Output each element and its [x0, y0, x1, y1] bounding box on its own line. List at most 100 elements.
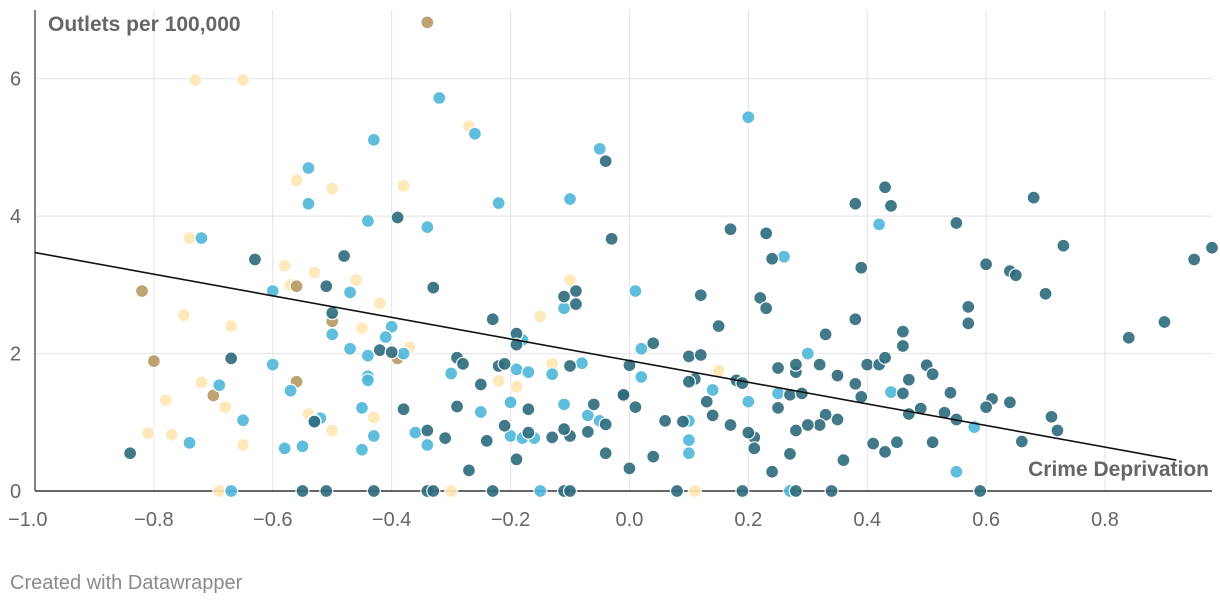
data-point — [866, 436, 881, 451]
data-point — [848, 312, 863, 327]
data-point — [895, 338, 911, 354]
data-point — [479, 433, 494, 448]
data-point — [961, 299, 976, 314]
data-point — [562, 358, 578, 374]
data-point — [360, 348, 376, 363]
data-point — [146, 353, 162, 369]
data-point — [319, 279, 334, 294]
data-point — [224, 318, 239, 334]
data-point — [598, 446, 613, 461]
data-point — [830, 368, 845, 383]
data-point — [182, 230, 197, 246]
data-point — [871, 217, 887, 232]
x-tick-label: −0.2 — [491, 509, 530, 531]
data-point — [224, 483, 239, 499]
data-point — [521, 402, 536, 417]
data-point — [426, 483, 441, 499]
data-point — [604, 231, 619, 246]
data-point — [366, 410, 381, 425]
data-point — [705, 382, 720, 398]
data-point — [158, 393, 173, 408]
data-point — [336, 248, 352, 264]
data-point — [788, 423, 804, 438]
footer-credit: Created with Datawrapper — [10, 572, 243, 594]
data-point — [562, 272, 578, 288]
x-tick-label: 0.8 — [1091, 509, 1119, 531]
data-point — [764, 251, 780, 266]
data-point — [949, 215, 964, 231]
data-point — [396, 346, 411, 361]
data-point — [759, 301, 774, 316]
data-point — [770, 400, 786, 416]
data-point — [420, 15, 435, 30]
data-point — [467, 126, 483, 141]
y-tick-labels: 0 2 4 6 — [10, 69, 21, 503]
data-point — [545, 367, 560, 382]
data-point — [556, 397, 572, 412]
data-point — [776, 249, 792, 264]
scatter-chart: 0 2 4 6 −1.0 −0.8 −0.6 −0.4 −0.2 0.0 0.2 0.4 0.6 0.8… — [8, 10, 1220, 531]
data-point — [301, 160, 316, 176]
data-point — [580, 408, 595, 423]
data-point — [533, 309, 548, 324]
data-point — [325, 423, 340, 438]
data-point — [741, 425, 756, 440]
data-point — [473, 404, 488, 420]
y-axis-label: Outlets per 100,000 — [48, 13, 241, 36]
data-point — [212, 378, 227, 393]
data-point — [693, 347, 708, 363]
data-point — [883, 384, 899, 400]
data-point — [497, 356, 512, 372]
data-point — [164, 427, 179, 442]
data-point — [895, 324, 911, 339]
data-point — [901, 372, 916, 387]
data-point — [883, 198, 899, 213]
data-point — [1204, 240, 1220, 255]
data-point — [426, 280, 441, 295]
y-gridlines — [35, 78, 1212, 355]
data-point — [342, 341, 358, 356]
data-point — [913, 401, 928, 416]
data-point — [895, 386, 911, 401]
data-point — [432, 90, 447, 106]
data-point — [747, 441, 762, 456]
data-point — [366, 483, 381, 499]
data-point — [634, 369, 649, 385]
data-point — [764, 464, 780, 479]
data-point — [580, 424, 595, 440]
data-point — [901, 406, 916, 422]
data-point — [360, 373, 376, 388]
data-point — [533, 483, 548, 499]
data-point — [1187, 252, 1202, 267]
data-point — [556, 422, 572, 437]
data-point — [1157, 314, 1172, 330]
data-point — [265, 357, 280, 372]
data-point — [307, 414, 322, 429]
data-point — [390, 210, 405, 225]
data-point — [295, 483, 310, 499]
data-point — [723, 222, 738, 237]
data-point — [182, 435, 197, 451]
data-point — [628, 283, 643, 299]
data-point — [420, 423, 435, 438]
x-axis-label: Crime Deprivation — [1028, 458, 1209, 481]
data-point — [848, 196, 863, 211]
data-point — [646, 336, 661, 351]
data-point — [622, 461, 637, 476]
data-point — [443, 366, 459, 381]
data-point — [628, 400, 643, 415]
data-point — [485, 312, 500, 327]
data-point — [325, 305, 340, 321]
data-point — [420, 437, 435, 453]
data-point — [1121, 330, 1136, 345]
data-point — [877, 180, 893, 195]
data-point — [212, 483, 227, 499]
data-point — [176, 307, 191, 323]
data-point — [360, 213, 376, 229]
data-point — [134, 283, 150, 299]
data-point — [1008, 268, 1023, 283]
data-point — [384, 345, 399, 360]
data-point — [218, 400, 233, 415]
data-point — [860, 357, 875, 372]
data-point — [735, 375, 750, 391]
